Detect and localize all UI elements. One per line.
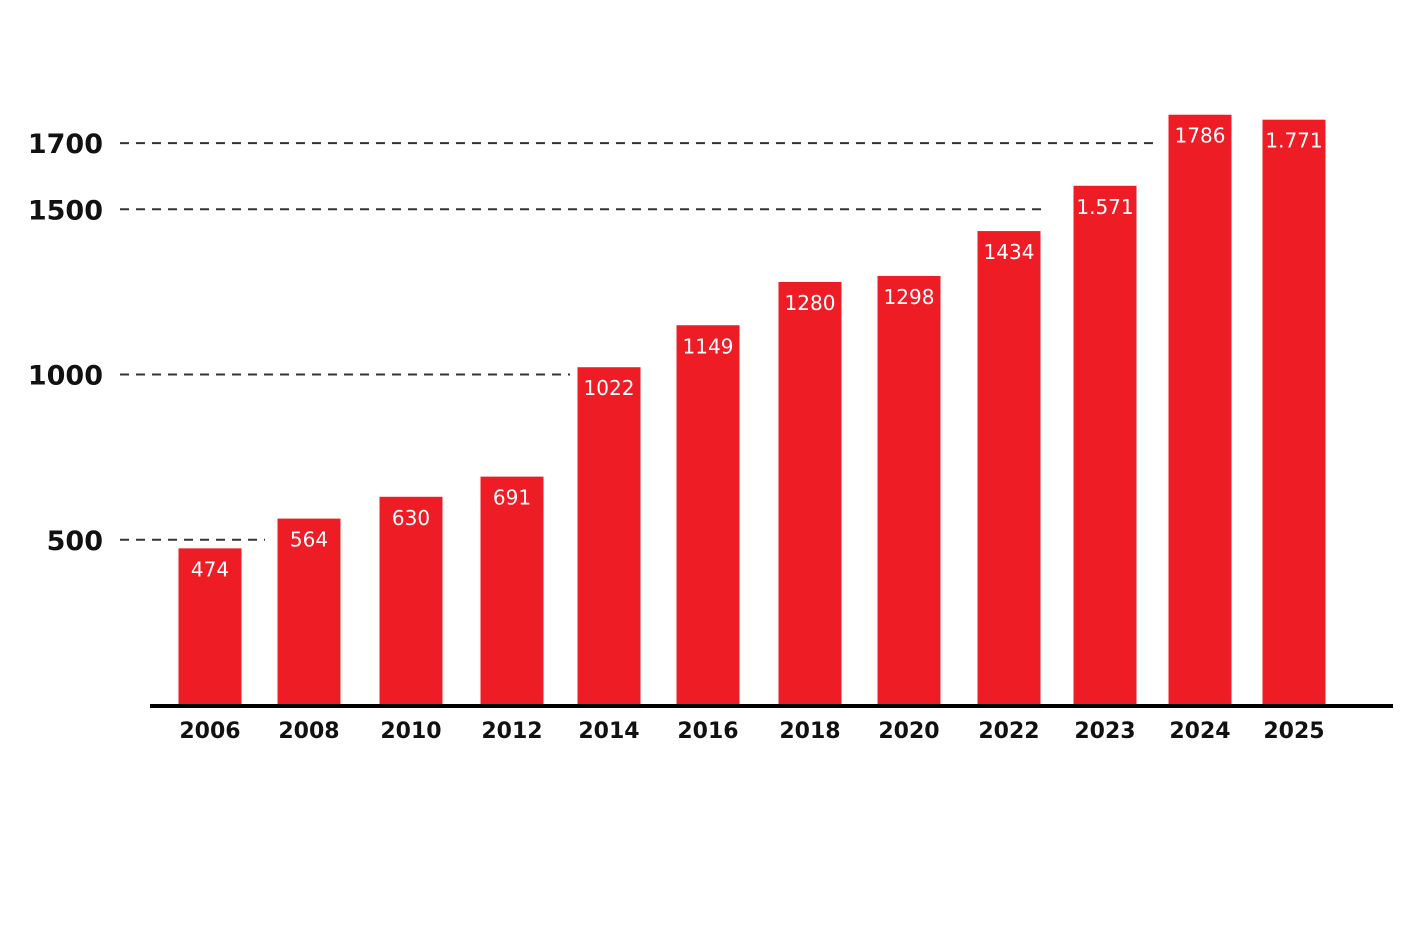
- data-labels: 474 564 630 691 1022 1149 1280 1298 1434 1.571 178…: [191, 124, 1323, 582]
- data-label: 1434: [984, 240, 1035, 264]
- data-label: 564: [290, 528, 328, 552]
- bar-2010: [379, 496, 443, 705]
- x-tick-label: 2018: [779, 719, 840, 744]
- x-tick-label: 2025: [1263, 719, 1324, 744]
- data-label: 474: [191, 557, 229, 581]
- x-tick-label: 2016: [677, 719, 738, 744]
- y-tick-label: 1500: [28, 195, 103, 226]
- x-tick-label: 2006: [179, 719, 240, 744]
- reference-lines: [120, 142, 1160, 541]
- y-axis-ticks: 500 1000 1500 1700: [28, 129, 103, 557]
- x-tick-label: 2012: [481, 719, 542, 744]
- x-tick-label: 2022: [978, 719, 1039, 744]
- bar-2016: [676, 325, 740, 705]
- bar-2008: [277, 518, 341, 705]
- y-tick-label: 500: [47, 526, 103, 557]
- data-label: 1.571: [1076, 195, 1133, 219]
- data-label: 630: [392, 506, 430, 530]
- data-label: 1298: [884, 285, 935, 309]
- bars: [178, 114, 1326, 706]
- x-tick-label: 2008: [278, 719, 339, 744]
- data-label: 1786: [1175, 124, 1226, 148]
- data-label: 691: [493, 486, 531, 510]
- bar-2012: [480, 476, 544, 705]
- bar-2022: [977, 231, 1041, 706]
- data-label: 1022: [584, 376, 635, 400]
- x-tick-label: 2023: [1074, 719, 1135, 744]
- bar-2023: [1073, 185, 1137, 706]
- y-tick-label: 1000: [28, 361, 103, 392]
- bar-2014: [577, 367, 641, 705]
- bar-2018: [778, 281, 842, 705]
- x-axis-ticks: 2006 2008 2010 2012 2014 2016 2018 2020 2022 2023…: [179, 719, 1324, 744]
- x-tick-label: 2010: [380, 719, 441, 744]
- data-label: 1280: [785, 291, 836, 315]
- bar-2024: [1168, 114, 1232, 706]
- data-label: 1.771: [1265, 129, 1322, 153]
- x-tick-label: 2024: [1169, 719, 1230, 744]
- y-tick-label: 1700: [28, 129, 103, 160]
- x-tick-label: 2014: [578, 719, 639, 744]
- bar-2025: [1262, 119, 1326, 705]
- data-label: 1149: [683, 334, 734, 358]
- bar-2006: [178, 548, 242, 705]
- bar-2020: [877, 276, 941, 705]
- x-tick-label: 2020: [878, 719, 939, 744]
